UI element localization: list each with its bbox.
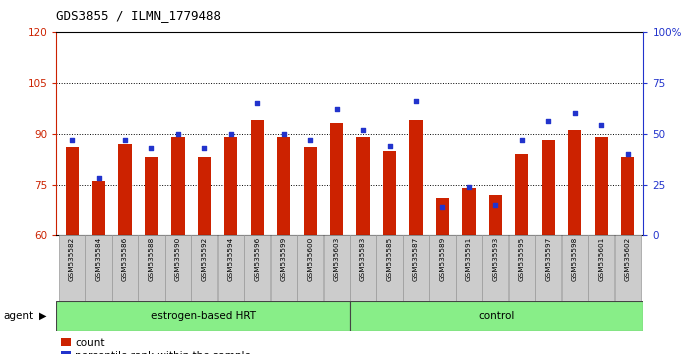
- Point: [437, 204, 448, 210]
- Text: GSM535601: GSM535601: [598, 237, 604, 281]
- Point: [252, 100, 263, 106]
- Text: ▶: ▶: [39, 311, 47, 321]
- Bar: [535, 235, 561, 301]
- Bar: [462, 188, 475, 235]
- Text: GSM535595: GSM535595: [519, 237, 525, 281]
- Bar: [357, 137, 370, 235]
- Text: GSM535588: GSM535588: [148, 237, 154, 281]
- Text: GSM535593: GSM535593: [493, 237, 498, 281]
- Bar: [436, 198, 449, 235]
- Text: GSM535585: GSM535585: [386, 237, 392, 281]
- Bar: [429, 235, 456, 301]
- Legend: count, percentile rank within the sample: count, percentile rank within the sample: [62, 338, 251, 354]
- Bar: [588, 235, 614, 301]
- Point: [410, 98, 421, 104]
- Text: GSM535594: GSM535594: [228, 237, 234, 281]
- Bar: [224, 137, 237, 235]
- Text: GDS3855 / ILMN_1779488: GDS3855 / ILMN_1779488: [56, 9, 222, 22]
- Point: [622, 151, 633, 157]
- Bar: [350, 301, 643, 331]
- Point: [384, 143, 395, 149]
- Text: agent: agent: [3, 311, 34, 321]
- Bar: [377, 235, 403, 301]
- Point: [569, 110, 580, 116]
- Bar: [191, 235, 217, 301]
- Text: GSM535600: GSM535600: [307, 237, 314, 281]
- Bar: [139, 235, 165, 301]
- Bar: [324, 235, 350, 301]
- Bar: [86, 235, 112, 301]
- Bar: [244, 235, 270, 301]
- Bar: [297, 235, 323, 301]
- Point: [146, 145, 157, 151]
- Point: [595, 123, 606, 129]
- Point: [172, 131, 183, 136]
- Bar: [482, 235, 508, 301]
- Bar: [410, 120, 423, 235]
- Text: GSM535589: GSM535589: [440, 237, 445, 281]
- Text: GSM535598: GSM535598: [571, 237, 578, 281]
- Text: GSM535582: GSM535582: [69, 237, 75, 281]
- Bar: [250, 120, 264, 235]
- Point: [67, 137, 78, 143]
- Point: [331, 106, 342, 112]
- Point: [357, 127, 368, 132]
- Text: GSM535599: GSM535599: [281, 237, 287, 281]
- Bar: [92, 181, 105, 235]
- Text: GSM535586: GSM535586: [122, 237, 128, 281]
- Bar: [145, 158, 158, 235]
- Bar: [65, 147, 79, 235]
- Bar: [621, 158, 635, 235]
- Bar: [271, 235, 297, 301]
- Point: [93, 176, 104, 181]
- Text: GSM535591: GSM535591: [466, 237, 472, 281]
- Point: [490, 202, 501, 208]
- Bar: [383, 150, 396, 235]
- Point: [225, 131, 236, 136]
- Point: [305, 137, 316, 143]
- Bar: [350, 235, 376, 301]
- Bar: [456, 235, 482, 301]
- Bar: [304, 147, 317, 235]
- Point: [543, 119, 554, 124]
- Bar: [119, 144, 132, 235]
- Point: [464, 184, 475, 189]
- Bar: [112, 235, 138, 301]
- Text: GSM535596: GSM535596: [255, 237, 260, 281]
- Bar: [509, 235, 535, 301]
- Text: GSM535583: GSM535583: [360, 237, 366, 281]
- Bar: [198, 158, 211, 235]
- Point: [517, 137, 528, 143]
- Point: [119, 137, 130, 143]
- Text: GSM535590: GSM535590: [175, 237, 181, 281]
- Bar: [165, 235, 191, 301]
- Bar: [217, 235, 244, 301]
- Bar: [403, 235, 429, 301]
- Text: GSM535597: GSM535597: [545, 237, 552, 281]
- Point: [279, 131, 289, 136]
- Bar: [277, 137, 290, 235]
- Text: GSM535592: GSM535592: [202, 237, 207, 281]
- Bar: [172, 137, 185, 235]
- Bar: [568, 130, 581, 235]
- Bar: [515, 154, 528, 235]
- Bar: [59, 235, 85, 301]
- Bar: [488, 195, 502, 235]
- Point: [199, 145, 210, 151]
- Bar: [330, 124, 343, 235]
- Bar: [615, 235, 641, 301]
- Bar: [542, 141, 555, 235]
- Text: estrogen-based HRT: estrogen-based HRT: [150, 311, 256, 321]
- Text: GSM535587: GSM535587: [413, 237, 419, 281]
- Bar: [56, 301, 350, 331]
- Text: GSM535602: GSM535602: [624, 237, 630, 281]
- Bar: [595, 137, 608, 235]
- Text: control: control: [478, 311, 515, 321]
- Text: GSM535603: GSM535603: [333, 237, 340, 281]
- Text: GSM535584: GSM535584: [95, 237, 102, 281]
- Bar: [562, 235, 588, 301]
